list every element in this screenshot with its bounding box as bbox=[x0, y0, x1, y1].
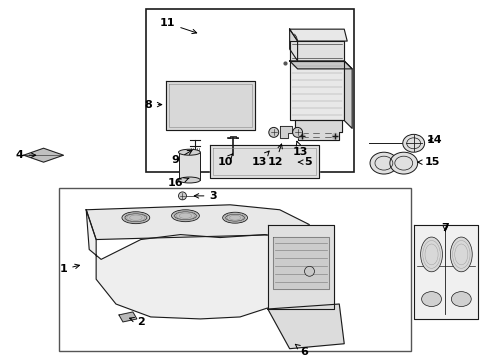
Text: 15: 15 bbox=[417, 157, 439, 167]
Text: 9: 9 bbox=[171, 150, 192, 165]
Text: 13: 13 bbox=[251, 151, 268, 167]
Polygon shape bbox=[24, 148, 63, 162]
Text: 10: 10 bbox=[217, 154, 232, 167]
Polygon shape bbox=[165, 81, 254, 130]
Polygon shape bbox=[279, 126, 291, 138]
Circle shape bbox=[298, 133, 304, 139]
Text: 4: 4 bbox=[16, 150, 36, 160]
Polygon shape bbox=[289, 29, 297, 61]
Polygon shape bbox=[289, 61, 344, 121]
Ellipse shape bbox=[178, 177, 200, 183]
Polygon shape bbox=[289, 61, 351, 69]
Ellipse shape bbox=[222, 212, 247, 223]
Circle shape bbox=[332, 133, 338, 139]
Text: 8: 8 bbox=[144, 100, 162, 109]
Ellipse shape bbox=[124, 214, 146, 222]
Text: 6: 6 bbox=[295, 344, 308, 357]
Ellipse shape bbox=[420, 237, 442, 272]
Ellipse shape bbox=[402, 134, 424, 152]
Polygon shape bbox=[86, 205, 309, 239]
Ellipse shape bbox=[171, 210, 199, 222]
Text: 11: 11 bbox=[160, 18, 196, 33]
Ellipse shape bbox=[389, 152, 417, 174]
Polygon shape bbox=[413, 225, 477, 319]
Circle shape bbox=[292, 127, 302, 137]
Ellipse shape bbox=[421, 292, 441, 306]
Bar bbox=[178, 152, 200, 180]
Ellipse shape bbox=[449, 237, 471, 272]
Ellipse shape bbox=[450, 292, 470, 306]
Text: 12: 12 bbox=[267, 144, 283, 167]
Ellipse shape bbox=[369, 152, 397, 174]
Polygon shape bbox=[289, 41, 344, 61]
Circle shape bbox=[268, 127, 278, 137]
Polygon shape bbox=[289, 29, 346, 41]
Text: 3: 3 bbox=[194, 191, 217, 201]
Polygon shape bbox=[119, 312, 137, 322]
Text: 1: 1 bbox=[60, 264, 80, 274]
Text: 13: 13 bbox=[292, 141, 307, 157]
Circle shape bbox=[304, 266, 314, 276]
Text: 16: 16 bbox=[167, 178, 188, 188]
Polygon shape bbox=[267, 304, 344, 349]
Text: 7: 7 bbox=[441, 222, 448, 233]
Polygon shape bbox=[294, 121, 342, 140]
Ellipse shape bbox=[178, 149, 200, 155]
Polygon shape bbox=[272, 237, 328, 289]
Bar bbox=[60, 188, 410, 351]
Bar bbox=[145, 9, 353, 172]
Polygon shape bbox=[267, 225, 334, 309]
Polygon shape bbox=[344, 61, 351, 129]
Text: 5: 5 bbox=[298, 157, 311, 167]
Ellipse shape bbox=[225, 214, 244, 221]
Polygon shape bbox=[86, 210, 294, 319]
Ellipse shape bbox=[122, 212, 149, 224]
Text: 2: 2 bbox=[129, 317, 144, 327]
Ellipse shape bbox=[174, 212, 196, 220]
Text: 14: 14 bbox=[426, 135, 442, 145]
Circle shape bbox=[178, 192, 186, 200]
Polygon shape bbox=[210, 145, 319, 178]
